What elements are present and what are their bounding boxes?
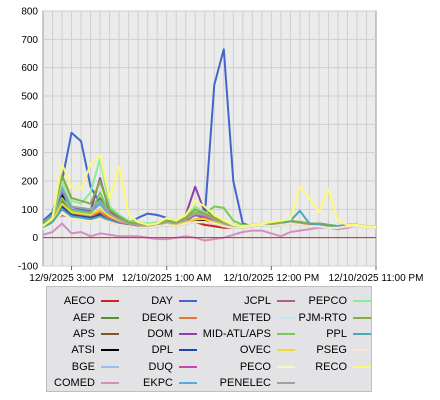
y-tick-label: 400 (21, 120, 38, 131)
x-tick-label: 12/10/2025 11:00 PM (329, 273, 424, 284)
legend-swatch (179, 365, 197, 368)
legend-item: METED (197, 309, 295, 325)
y-tick-label: 100 (21, 205, 38, 216)
y-tick-label: 800 (21, 7, 38, 18)
legend-swatch (277, 300, 295, 303)
legend-item: PECO (197, 359, 295, 375)
legend-label: DPL (151, 344, 173, 357)
y-tick-label: 300 (21, 148, 38, 159)
legend-swatch (277, 316, 295, 319)
legend-label: DOM (147, 327, 173, 340)
x-tick-label: 12/10/2025 1:00 AM (122, 273, 212, 284)
series-line-pjm-rto (42, 174, 376, 228)
legend-label: DAY (151, 295, 173, 308)
legend-swatch (353, 332, 371, 335)
legend-item: PJM-RTO (281, 309, 371, 325)
y-tick-label: 200 (21, 177, 38, 188)
legend-item: MID-ATL/APS (197, 326, 295, 342)
legend-swatch (101, 300, 119, 303)
legend-label: MID-ATL/APS (202, 327, 271, 340)
legend-item: ATSI (51, 342, 119, 358)
legend-label: PJM-RTO (298, 311, 348, 324)
legend-swatch (101, 332, 119, 335)
legend-item: PENELEC (197, 375, 295, 391)
legend-item: COMED (51, 375, 119, 391)
legend-item: EKPC (129, 375, 197, 391)
legend-item: DEOK (129, 309, 197, 325)
series-line-reco (42, 154, 376, 228)
legend-column: DAY DEOK DOM DPL DUQ EKPC (129, 293, 197, 391)
legend-swatch (277, 332, 295, 335)
y-tick-label: -100 (18, 262, 38, 273)
legend: AECO AEP APS ATSI BGE COMED DAY DEOK DOM DPL DUQ E… (46, 286, 372, 392)
legend-swatch (353, 316, 371, 319)
legend-label: METED (232, 311, 272, 324)
legend-column: PEPCO PJM-RTO PPL PSEG RECO (281, 293, 371, 375)
legend-item: DOM (129, 326, 197, 342)
legend-item: APS (51, 326, 119, 342)
legend-label: COMED (54, 377, 95, 390)
legend-label: DEOK (141, 311, 173, 324)
legend-item: DAY (129, 293, 197, 309)
legend-label: PSEG (316, 344, 347, 357)
legend-swatch (179, 300, 197, 303)
y-axis: -100 0 100 200 300 400 500 600 700 800 (18, 7, 38, 273)
legend-swatch (353, 365, 371, 368)
legend-label: DUQ (148, 360, 173, 373)
y-tick-label: 500 (21, 92, 38, 103)
legend-label: PPL (326, 327, 347, 340)
legend-item: AECO (51, 293, 119, 309)
legend-column: JCPL METED MID-ATL/APS OVEC PECO PENELEC (197, 293, 295, 391)
x-axis: 12/9/2025 3:00 PM 12/10/2025 1:00 AM 12/10… (29, 266, 423, 284)
legend-label: BGE (71, 360, 95, 373)
legend-item: BGE (51, 359, 119, 375)
legend-label: APS (72, 327, 95, 340)
legend-label: AECO (63, 295, 95, 308)
legend-swatch (179, 316, 197, 319)
x-tick-label: 12/10/2025 12:00 PM (224, 273, 320, 284)
chart-svg: -100 0 100 200 300 400 500 600 700 800 12/9/2025 … (18, 7, 423, 285)
legend-label: PECO (239, 360, 271, 373)
legend-swatch (353, 349, 371, 352)
legend-label: EKPC (143, 377, 173, 390)
legend-label: PEPCO (308, 295, 347, 308)
legend-item: DUQ (129, 359, 197, 375)
legend-swatch (101, 382, 119, 385)
legend-column: AECO AEP APS ATSI BGE COMED (51, 293, 119, 391)
legend-label: JCPL (244, 295, 271, 308)
legend-label: PENELEC (219, 377, 271, 390)
legend-swatch (101, 349, 119, 352)
legend-item: JCPL (197, 293, 295, 309)
y-tick-label: 600 (21, 63, 38, 74)
legend-swatch (353, 300, 371, 303)
legend-swatch (277, 382, 295, 385)
legend-swatch (179, 332, 197, 335)
legend-swatch (101, 316, 119, 319)
y-tick-label: 0 (32, 233, 38, 244)
legend-item: AEP (51, 309, 119, 325)
legend-item: OVEC (197, 342, 295, 358)
legend-item: PSEG (281, 342, 371, 358)
legend-swatch (277, 365, 295, 368)
legend-label: AEP (72, 311, 95, 324)
legend-item: RECO (281, 359, 371, 375)
legend-swatch (179, 382, 197, 385)
legend-swatch (179, 349, 197, 352)
legend-item: DPL (129, 342, 197, 358)
series-line-pseg (42, 212, 376, 231)
legend-swatch (101, 365, 119, 368)
x-tick-label: 12/9/2025 3:00 PM (29, 273, 114, 284)
series-line-comed (42, 222, 376, 242)
legend-label: ATSI (71, 344, 95, 357)
legend-swatch (277, 349, 295, 352)
legend-label: OVEC (239, 344, 271, 357)
y-tick-label: 700 (21, 35, 38, 46)
series-lines (42, 48, 376, 242)
legend-item: PEPCO (281, 293, 371, 309)
legend-item: PPL (281, 326, 371, 342)
legend-label: RECO (315, 360, 347, 373)
